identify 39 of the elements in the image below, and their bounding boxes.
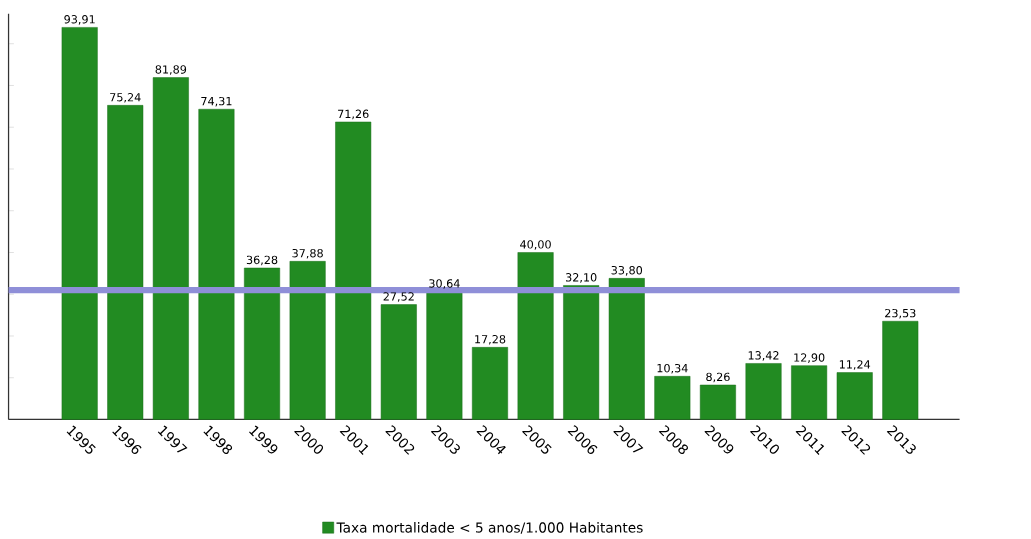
data-label: 71,26 <box>338 109 369 120</box>
bar <box>152 77 189 420</box>
data-label: 74,31 <box>201 96 232 107</box>
bar <box>699 384 736 420</box>
bar <box>289 260 326 420</box>
bar <box>198 108 235 420</box>
bar <box>654 375 691 420</box>
bar <box>107 104 144 420</box>
data-label: 75,24 <box>110 92 141 103</box>
data-label: 40,00 <box>520 239 551 250</box>
bar <box>882 320 919 420</box>
data-label: 93,91 <box>64 14 95 25</box>
data-label: 11,24 <box>839 360 871 370</box>
data-label: 81,89 <box>155 65 187 75</box>
data-label: 10,34 <box>657 363 688 374</box>
data-label: 12,90 <box>794 353 825 363</box>
data-label: 36,28 <box>246 255 278 266</box>
bar <box>563 285 600 420</box>
data-label: 27,52 <box>383 292 414 302</box>
data-label: 8,26 <box>706 372 730 383</box>
data-label: 17,28 <box>475 334 506 345</box>
data-label: 13,42 <box>748 350 779 361</box>
data-label: 30,64 <box>429 279 460 289</box>
data-label: 23,53 <box>885 308 916 319</box>
legend-label: Taxa mortalidade < 5 anos/1.000 Habitantes <box>336 521 643 534</box>
data-label: 32,10 <box>565 272 597 283</box>
data-label: 33,80 <box>611 265 643 276</box>
bar <box>426 291 463 420</box>
bar <box>791 365 828 420</box>
data-label: 37,88 <box>292 248 323 259</box>
bar <box>380 304 417 420</box>
bar <box>244 267 281 420</box>
bar <box>608 277 645 420</box>
bar <box>472 346 508 420</box>
bar <box>335 121 372 420</box>
bar <box>61 26 98 420</box>
bar <box>745 363 782 420</box>
bar <box>836 372 873 420</box>
bar <box>517 252 554 420</box>
